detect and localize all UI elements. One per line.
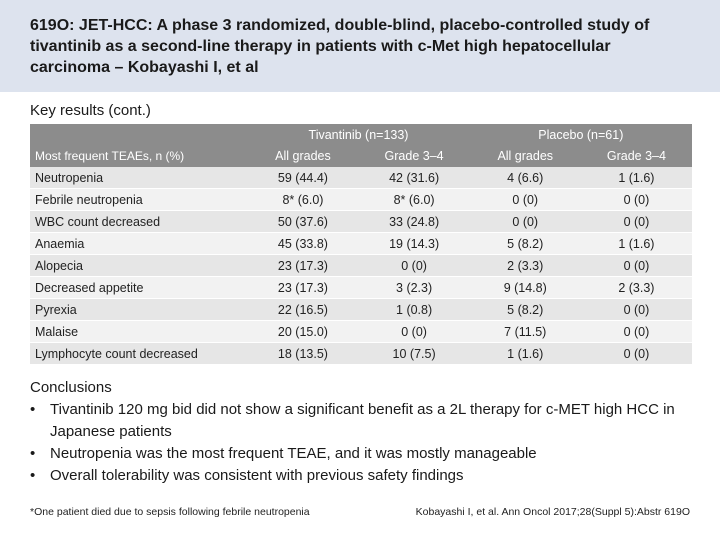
cell-placebo-grade-3-4: 0 (0) (580, 321, 692, 343)
row-label: Decreased appetite (30, 277, 248, 299)
list-item: • Neutropenia was the most frequent TEAE… (30, 443, 695, 465)
cell-placebo-all-grades: 5 (8.2) (469, 233, 581, 255)
column-header-tivantinib-all-grades: All grades (247, 145, 359, 167)
cell-placebo-grade-3-4: 0 (0) (580, 343, 692, 365)
table-row: Pyrexia 22 (16.5) 1 (0.8) 5 (8.2) 0 (0) (30, 299, 692, 321)
table-row: Lymphocyte count decreased 18 (13.5) 10 … (30, 343, 692, 365)
cell-tivantinib-grade-3-4: 0 (0) (358, 255, 470, 277)
cell-placebo-all-grades: 7 (11.5) (469, 321, 581, 343)
row-label: Anaemia (30, 233, 248, 255)
section-heading: Key results (cont.) (30, 102, 151, 119)
cell-tivantinib-all-grades: 18 (13.5) (247, 343, 359, 365)
cell-tivantinib-grade-3-4: 3 (2.3) (358, 277, 470, 299)
row-label: Febrile neutropenia (30, 189, 248, 211)
cell-placebo-all-grades: 2 (3.3) (469, 255, 581, 277)
cell-tivantinib-grade-3-4: 1 (0.8) (358, 299, 470, 321)
group-header-empty (30, 124, 248, 145)
table-row: Decreased appetite 23 (17.3) 3 (2.3) 9 (… (30, 277, 692, 299)
column-header-tivantinib-grade-3-4: Grade 3–4 (358, 145, 470, 167)
cell-placebo-grade-3-4: 1 (1.6) (580, 233, 692, 255)
bullet-icon: • (30, 445, 36, 462)
cell-tivantinib-all-grades: 45 (33.8) (247, 233, 359, 255)
conclusions-list: • Tivantinib 120 mg bid did not show a s… (30, 399, 695, 487)
cell-placebo-grade-3-4: 0 (0) (580, 255, 692, 277)
row-label: Neutropenia (30, 167, 248, 189)
cell-placebo-grade-3-4: 0 (0) (580, 299, 692, 321)
table-row: WBC count decreased 50 (37.6) 33 (24.8) … (30, 211, 692, 233)
table-column-header-row: Most frequent TEAEs, n (%) All grades Gr… (30, 145, 692, 167)
cell-tivantinib-all-grades: 23 (17.3) (247, 255, 359, 277)
teae-table: Tivantinib (n=133) Placebo (n=61) Most f… (30, 124, 692, 365)
list-item: • Tivantinib 120 mg bid did not show a s… (30, 399, 695, 443)
cell-tivantinib-all-grades: 50 (37.6) (247, 211, 359, 233)
table-row: Febrile neutropenia 8* (6.0) 8* (6.0) 0 … (30, 189, 692, 211)
conclusion-text: Overall tolerability was consistent with… (50, 467, 464, 484)
group-header-tivantinib: Tivantinib (n=133) (247, 124, 470, 145)
list-item: • Overall tolerability was consistent wi… (30, 465, 695, 487)
cell-tivantinib-grade-3-4: 10 (7.5) (358, 343, 470, 365)
slide-title: 619O: JET-HCC: A phase 3 randomized, dou… (30, 17, 650, 76)
bullet-icon: • (30, 401, 36, 418)
conclusion-text: Neutropenia was the most frequent TEAE, … (50, 445, 537, 462)
cell-placebo-all-grades: 4 (6.6) (469, 167, 581, 189)
cell-placebo-all-grades: 5 (8.2) (469, 299, 581, 321)
row-label: Lymphocyte count decreased (30, 343, 248, 365)
cell-placebo-grade-3-4: 0 (0) (580, 211, 692, 233)
cell-placebo-all-grades: 0 (0) (469, 189, 581, 211)
cell-tivantinib-grade-3-4: 8* (6.0) (358, 189, 470, 211)
citation: Kobayashi I, et al. Ann Oncol 2017;28(Su… (415, 506, 690, 518)
group-header-placebo: Placebo (n=61) (469, 124, 692, 145)
cell-placebo-grade-3-4: 1 (1.6) (580, 167, 692, 189)
table-row: Anaemia 45 (33.8) 19 (14.3) 5 (8.2) 1 (1… (30, 233, 692, 255)
cell-placebo-all-grades: 1 (1.6) (469, 343, 581, 365)
bullet-icon: • (30, 467, 36, 484)
cell-tivantinib-all-grades: 8* (6.0) (247, 189, 359, 211)
row-label: Alopecia (30, 255, 248, 277)
row-label: WBC count decreased (30, 211, 248, 233)
column-header-teae: Most frequent TEAEs, n (%) (30, 145, 248, 167)
conclusions-heading: Conclusions (30, 379, 112, 396)
cell-tivantinib-all-grades: 20 (15.0) (247, 321, 359, 343)
cell-tivantinib-grade-3-4: 42 (31.6) (358, 167, 470, 189)
title-banner: 619O: JET-HCC: A phase 3 randomized, dou… (0, 0, 720, 92)
cell-tivantinib-grade-3-4: 33 (24.8) (358, 211, 470, 233)
cell-tivantinib-grade-3-4: 19 (14.3) (358, 233, 470, 255)
footnote: *One patient died due to sepsis followin… (30, 506, 310, 518)
row-label: Pyrexia (30, 299, 248, 321)
cell-tivantinib-all-grades: 22 (16.5) (247, 299, 359, 321)
table-row: Malaise 20 (15.0) 0 (0) 7 (11.5) 0 (0) (30, 321, 692, 343)
cell-tivantinib-all-grades: 23 (17.3) (247, 277, 359, 299)
table-row: Neutropenia 59 (44.4) 42 (31.6) 4 (6.6) … (30, 167, 692, 189)
table-group-header-row: Tivantinib (n=133) Placebo (n=61) (30, 124, 692, 145)
cell-placebo-all-grades: 0 (0) (469, 211, 581, 233)
cell-placebo-all-grades: 9 (14.8) (469, 277, 581, 299)
cell-tivantinib-all-grades: 59 (44.4) (247, 167, 359, 189)
cell-placebo-grade-3-4: 2 (3.3) (580, 277, 692, 299)
cell-tivantinib-grade-3-4: 0 (0) (358, 321, 470, 343)
cell-placebo-grade-3-4: 0 (0) (580, 189, 692, 211)
column-header-placebo-grade-3-4: Grade 3–4 (580, 145, 692, 167)
column-header-placebo-all-grades: All grades (469, 145, 581, 167)
table-row: Alopecia 23 (17.3) 0 (0) 2 (3.3) 0 (0) (30, 255, 692, 277)
conclusions-section: Conclusions • Tivantinib 120 mg bid did … (30, 377, 695, 487)
row-label: Malaise (30, 321, 248, 343)
conclusion-text: Tivantinib 120 mg bid did not show a sig… (50, 401, 675, 440)
